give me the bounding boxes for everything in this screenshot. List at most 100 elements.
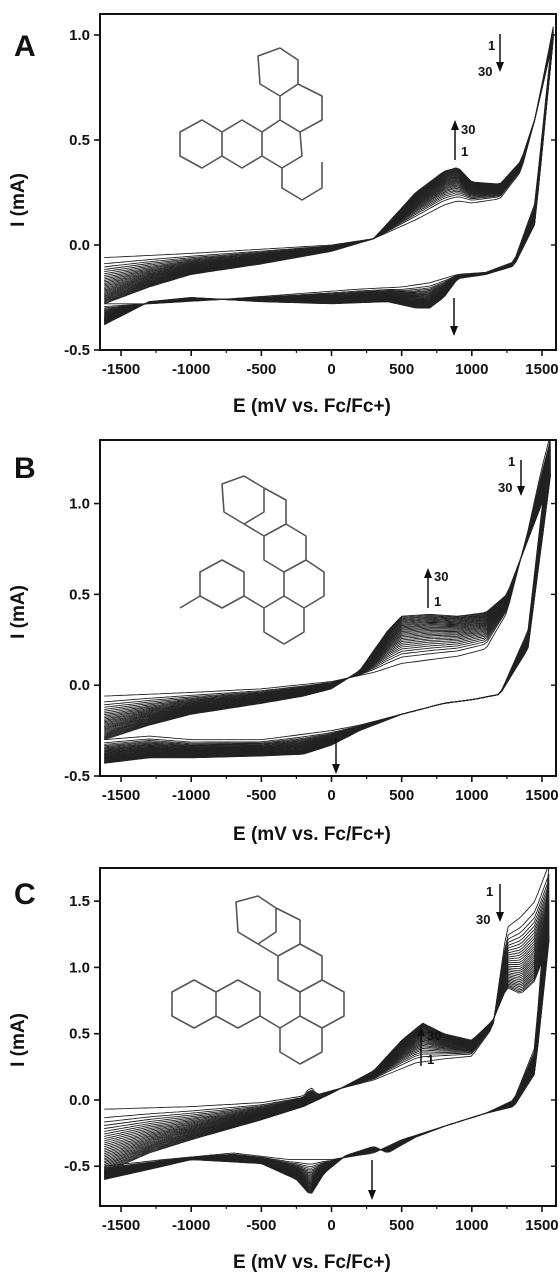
y-tick-label: 1.0 bbox=[69, 959, 90, 976]
cv-cycle-27 bbox=[104, 935, 550, 1192]
x-tick-label: 1500 bbox=[525, 1217, 558, 1234]
panel-c-plot: -1500 -1000 -500 0 500 1000 1500 -0.5 0.0 0.5 1.0 1… bbox=[64, 867, 559, 1234]
panel-c-label-1-top: 1 bbox=[486, 884, 493, 899]
cv-cycle-28 bbox=[104, 937, 550, 1193]
x-tick-label: -1500 bbox=[102, 1217, 140, 1234]
panel-b-molecule bbox=[179, 475, 325, 645]
panel-a-ylabel: I (mA) bbox=[8, 173, 29, 227]
panel-b-ylabel: I (mA) bbox=[8, 585, 29, 639]
panel-letter-c: C bbox=[14, 878, 36, 911]
panel-b-plot: -1500 -1000 -500 0 500 1000 1500 -0.5 0.0 0.5 1.0 bbox=[64, 439, 559, 804]
y-tick-label: 1.0 bbox=[69, 496, 90, 513]
cv-cycle-23 bbox=[104, 929, 550, 1189]
cv-cycle-3 bbox=[104, 879, 550, 1170]
cv-cycle-1 bbox=[104, 441, 551, 741]
panel-letter-b: B bbox=[14, 452, 36, 485]
cv-cycle-1 bbox=[104, 869, 550, 1167]
y-tick-label: 0.0 bbox=[69, 677, 90, 694]
x-tick-label: -500 bbox=[246, 1217, 276, 1234]
x-tick-label: 1000 bbox=[455, 787, 488, 804]
cv-cycle-2 bbox=[104, 441, 551, 744]
panel-c-molecule bbox=[171, 895, 345, 1065]
y-tick-label: 0.0 bbox=[69, 1092, 90, 1109]
panel-b: B -1500 -1000 -500 0 500 1000 1500 -0.5 0.0 0.5 1.… bbox=[8, 439, 559, 845]
cv-cycle-2 bbox=[104, 874, 550, 1169]
plot-frame bbox=[99, 439, 557, 777]
cv-cycle-8 bbox=[104, 452, 551, 751]
x-tick-label: 1500 bbox=[525, 787, 558, 804]
cv-curves bbox=[104, 869, 550, 1194]
panel-c-label-30-mid: 30 bbox=[427, 1028, 441, 1043]
x-tick-label: 500 bbox=[389, 361, 414, 378]
x-tick-label: -1000 bbox=[172, 361, 210, 378]
panel-a-plot: -1500 -1000 -500 0 500 1000 1500 -0.5 0.0 0.5 1.0 bbox=[64, 13, 559, 378]
x-tick-label: 0 bbox=[327, 787, 335, 804]
cv-curves bbox=[104, 441, 551, 764]
cv-cycle-11 bbox=[104, 456, 551, 753]
cv-cycle-24 bbox=[104, 930, 550, 1190]
cv-cycle-28 bbox=[104, 38, 554, 325]
cv-cycle-7 bbox=[104, 450, 551, 750]
x-tick-label: 1000 bbox=[455, 361, 488, 378]
x-tick-label: 0 bbox=[327, 361, 335, 378]
cv-cycle-9 bbox=[104, 453, 551, 752]
panel-a: A -1500 -1000 -500 0 500 1000 1500 -0.5 0.0 0.5 1.… bbox=[8, 13, 559, 417]
plot-frame bbox=[99, 13, 557, 351]
cv-cycle-13 bbox=[104, 459, 551, 755]
cv-cycle-29 bbox=[103, 38, 554, 325]
cv-cycle-21 bbox=[104, 925, 550, 1188]
cv-cycle-30 bbox=[104, 940, 550, 1194]
panel-a-label-30-mid: 30 bbox=[461, 122, 475, 137]
x-tick-label: -1500 bbox=[102, 361, 140, 378]
cv-cycle-26 bbox=[104, 934, 550, 1191]
y-tick-label: -0.5 bbox=[64, 1158, 90, 1175]
panel-a-label-1-top: 1 bbox=[488, 38, 495, 53]
y-tick-label: 1.0 bbox=[69, 27, 90, 44]
panel-b-label-1-top: 1 bbox=[508, 454, 515, 469]
panel-letter-a: A bbox=[14, 30, 36, 63]
plot-frame bbox=[99, 867, 557, 1207]
panel-b-label-30-top: 30 bbox=[498, 480, 512, 495]
y-tick-label: 0.5 bbox=[69, 132, 90, 149]
panel-a-molecule bbox=[179, 47, 323, 201]
x-tick-label: 0 bbox=[327, 1217, 335, 1234]
x-tick-label: 500 bbox=[389, 787, 414, 804]
cv-cycle-6 bbox=[104, 448, 551, 749]
cv-cycle-3 bbox=[104, 442, 551, 745]
x-tick-label: 1500 bbox=[525, 361, 558, 378]
cv-cycle-29 bbox=[104, 939, 550, 1194]
y-tick-label: 0.5 bbox=[69, 586, 90, 603]
panel-c-xlabel: E (mV vs. Fc/Fc+) bbox=[233, 1252, 391, 1273]
panel-b-xlabel: E (mV vs. Fc/Fc+) bbox=[233, 824, 391, 845]
y-tick-label: -0.5 bbox=[64, 768, 90, 785]
y-tick-label: 0.5 bbox=[69, 1026, 90, 1043]
y-tick-label: 0.0 bbox=[69, 237, 90, 254]
panel-a-label-30-top: 30 bbox=[478, 64, 492, 79]
panel-a-label-1-mid: 1 bbox=[461, 144, 468, 159]
x-tick-label: -500 bbox=[246, 361, 276, 378]
panel-c: C -1500 -1000 -500 0 500 1000 1500 -0.5 0.0 0.5 1.… bbox=[8, 867, 559, 1273]
cv-cycle-22 bbox=[104, 927, 550, 1188]
x-tick-label: 1000 bbox=[455, 1217, 488, 1234]
y-tick-label: -0.5 bbox=[64, 342, 90, 359]
panel-c-label-1-mid: 1 bbox=[427, 1052, 434, 1067]
panel-a-xlabel: E (mV vs. Fc/Fc+) bbox=[233, 396, 391, 417]
panel-c-ylabel: I (mA) bbox=[8, 1013, 29, 1067]
cv-cycle-4 bbox=[104, 445, 551, 747]
x-tick-label: -1000 bbox=[172, 787, 210, 804]
panel-b-label-30-mid: 30 bbox=[434, 569, 448, 584]
x-tick-label: -1000 bbox=[172, 1217, 210, 1234]
panel-b-label-1-mid: 1 bbox=[434, 594, 441, 609]
cv-cycle-30 bbox=[103, 39, 554, 326]
y-tick-label: 1.5 bbox=[69, 893, 90, 910]
x-tick-label: 500 bbox=[389, 1217, 414, 1234]
cv-cycle-30 bbox=[104, 476, 551, 764]
panel-c-label-30-top: 30 bbox=[476, 912, 490, 927]
cv-cycle-5 bbox=[104, 447, 551, 748]
x-tick-label: -1500 bbox=[102, 787, 140, 804]
cv-curves bbox=[103, 26, 554, 326]
x-tick-label: -500 bbox=[246, 787, 276, 804]
cv-cycle-1 bbox=[104, 26, 554, 305]
cv-cycle-10 bbox=[104, 455, 551, 752]
